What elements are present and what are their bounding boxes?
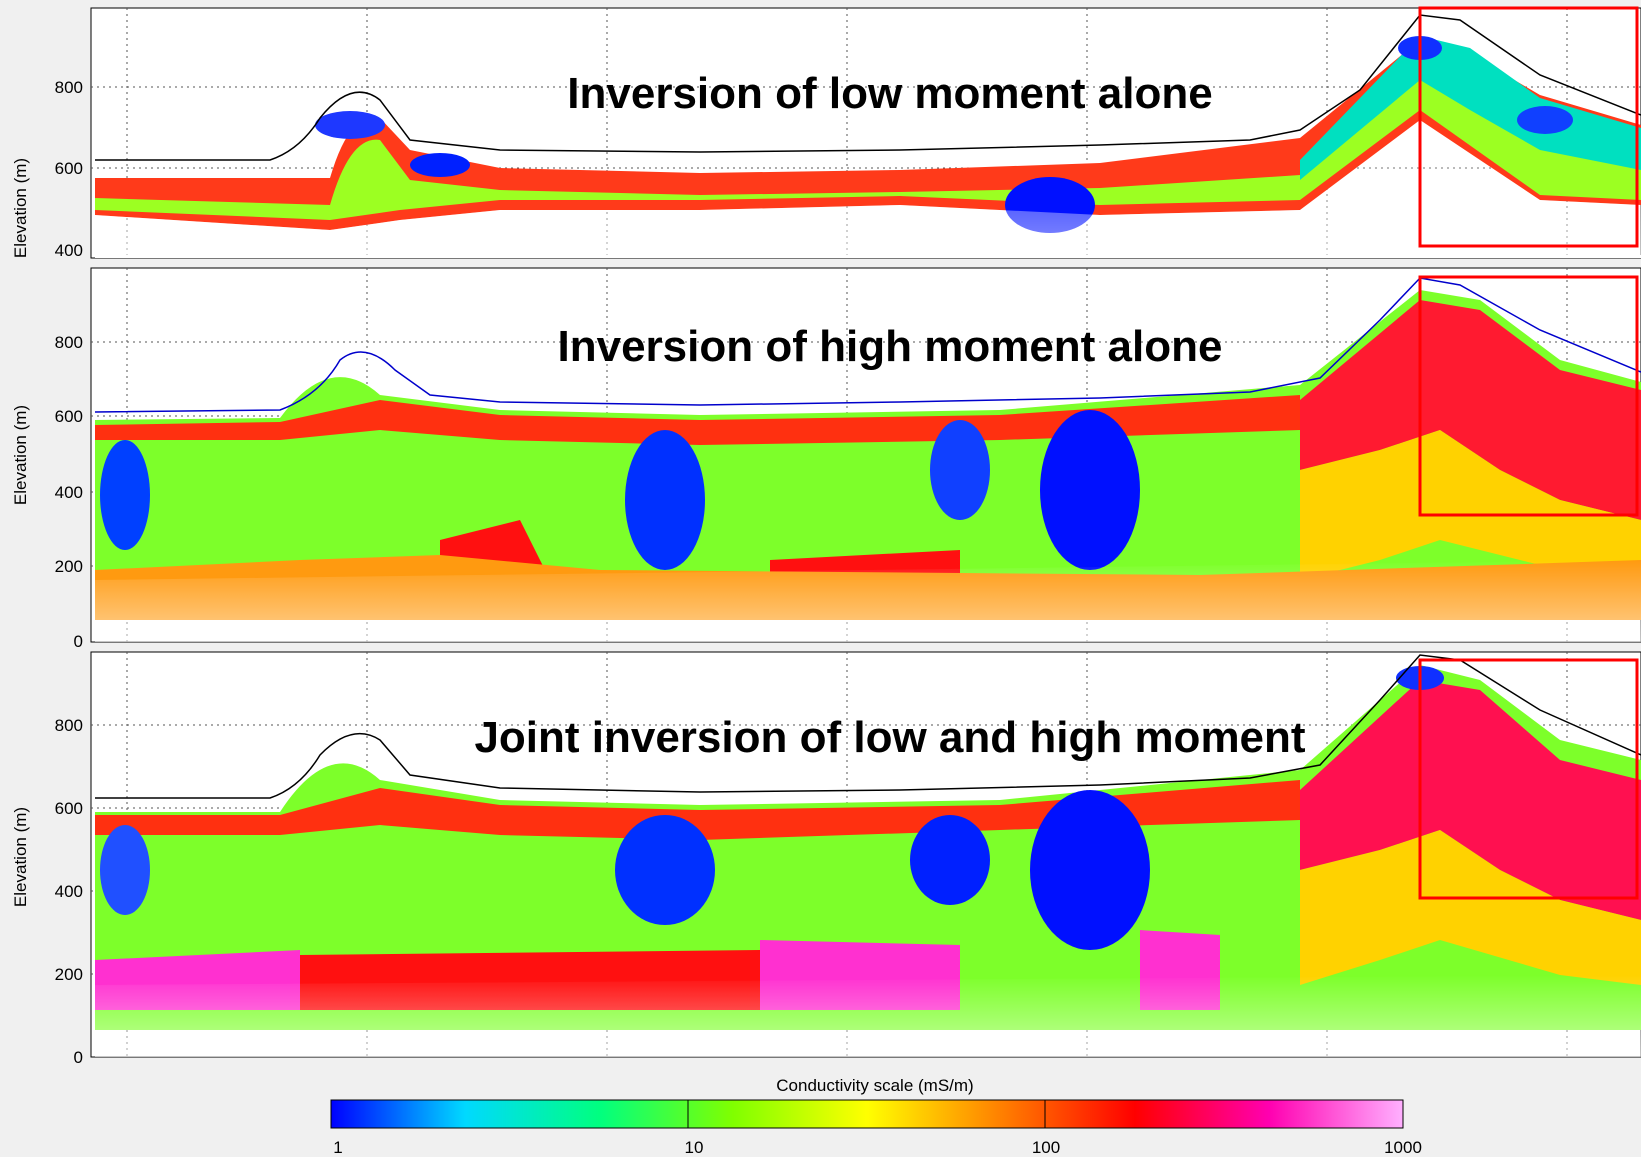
panel-1-ytick-400: 400 <box>55 241 83 260</box>
panel-3-red-layer-1 <box>95 780 1300 840</box>
panel-1-ylabel: Elevation (m) <box>11 158 30 258</box>
panel-2-resistive-fade <box>95 560 1641 642</box>
panel-1: Inversion of low moment alone 800 600 40… <box>11 6 1641 260</box>
panel-3-ytick-800: 800 <box>55 716 83 735</box>
panel-1-ytick-800: 800 <box>55 78 83 97</box>
panel-1-blue-body-2 <box>410 153 470 177</box>
panel-2-right-red <box>1300 300 1641 520</box>
panel-2-blue-body-2 <box>625 430 705 570</box>
panel-2-ytick-800: 800 <box>55 333 83 352</box>
panel-3-right-red <box>1300 680 1641 920</box>
panel-3-resistive-fade <box>95 975 1641 1057</box>
colorbar-tick-1: 1 <box>333 1138 342 1157</box>
panel-3-blue-body-4 <box>910 815 990 905</box>
panel-1-title: Inversion of low moment alone <box>567 69 1212 118</box>
panel-2-ytick-200: 200 <box>55 557 83 576</box>
panel-3-ytick-200: 200 <box>55 965 83 984</box>
colorbar-tick-100: 100 <box>1032 1138 1060 1157</box>
panel-2-blue-body-3 <box>1040 410 1140 570</box>
panel-3-surface-line <box>95 654 1641 799</box>
panel-1-resistive-fade <box>95 120 1641 258</box>
panel-3-blue-body-1 <box>100 825 150 915</box>
panel-1-surface-line <box>95 14 1641 161</box>
panel-2: Inversion of high moment alone 800 600 4… <box>11 267 1641 651</box>
colorbar-bar <box>330 1099 1404 1129</box>
panel-2-ytick-0: 0 <box>74 632 83 651</box>
panel-3-ylabel: Elevation (m) <box>11 807 30 907</box>
panel-3-title: Joint inversion of low and high moment <box>474 713 1305 762</box>
panel-3-blue-body-3 <box>1030 790 1150 950</box>
panel-2-highlight-box <box>1418 275 1639 517</box>
panel-3-ytick-600: 600 <box>55 799 83 818</box>
panel-1-ytick-600: 600 <box>55 159 83 178</box>
panel-2-ytick-600: 600 <box>55 407 83 426</box>
panel-3-base-green <box>95 665 1641 1030</box>
panel-2-right-yellow <box>1300 430 1641 580</box>
panel-2-blue-body-4 <box>930 420 990 520</box>
panel-3: Joint inversion of low and high moment 8… <box>11 651 1641 1067</box>
panel-1-conductive-zone <box>1300 36 1641 180</box>
panel-3-section <box>95 665 1641 1057</box>
panel-3-blue-body-2 <box>615 815 715 925</box>
panel-2-surface-line <box>94 277 1641 413</box>
panel-3-right-yellow <box>1300 830 1641 985</box>
panel-2-section <box>95 290 1641 642</box>
panel-2-title: Inversion of high moment alone <box>558 322 1223 371</box>
panel-1-blue-body-5 <box>1517 106 1573 134</box>
colorbar-label: Conductivity scale (mS/m) <box>776 1076 973 1095</box>
panel-1-mid-band <box>95 70 1641 220</box>
colorbar: Conductivity scale (mS/m) 1 10 100 1000 <box>330 1076 1422 1157</box>
panel-3-highlight-box <box>1418 658 1639 900</box>
panel-2-blue-body-1 <box>100 440 150 550</box>
panel-3-ytick-0: 0 <box>74 1048 83 1067</box>
colorbar-tick-1000: 1000 <box>1384 1138 1422 1157</box>
panel-1-blue-body-1 <box>315 111 385 139</box>
panel-1-highlight-box <box>1418 6 1639 248</box>
panel-2-red-layer-1 <box>95 395 1300 445</box>
panel-3-ytick-400: 400 <box>55 882 83 901</box>
panel-2-ylabel: Elevation (m) <box>11 405 30 505</box>
panel-1-white-below <box>95 255 1641 258</box>
panel-2-ytick-400: 400 <box>55 483 83 502</box>
colorbar-tick-10: 10 <box>685 1138 704 1157</box>
panel-1-section <box>95 36 1641 258</box>
